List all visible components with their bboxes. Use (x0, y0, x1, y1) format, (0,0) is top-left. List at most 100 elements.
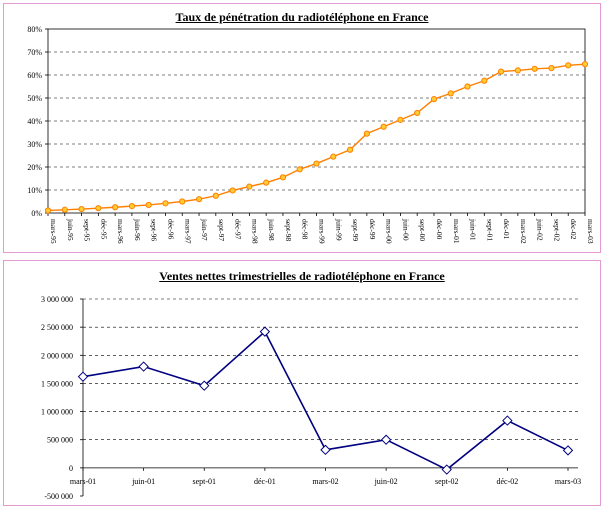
sales-chart-panel: Ventes nettes trimestrielles de radiotél… (3, 260, 601, 506)
penetration-chart-panel: Taux de pénétration du radiotéléphone en… (3, 3, 601, 253)
data-point (112, 204, 119, 211)
data-point (380, 123, 387, 130)
y-tick-label: -500 000 (44, 492, 73, 501)
data-point (562, 445, 574, 456)
data-point (441, 464, 452, 475)
x-tick-label: juin-02 (536, 218, 545, 241)
data-point (263, 179, 270, 186)
data-point (497, 68, 505, 75)
x-tick-label: mars-03 (586, 219, 595, 244)
y-tick-label: 60% (27, 71, 42, 80)
x-tick-label: mars-01 (452, 219, 461, 244)
x-tick-label: mars-02 (519, 219, 528, 244)
x-tick-label: déc-02 (569, 219, 578, 240)
data-point (464, 83, 471, 90)
data-point (229, 187, 236, 194)
y-tick-label: 2 000 000 (41, 351, 73, 360)
x-tick-label: déc-98 (301, 219, 310, 240)
data-point (246, 183, 253, 190)
data-point (313, 160, 320, 167)
x-tick-label: mars-01 (70, 477, 96, 486)
data-point (138, 361, 149, 372)
x-tick-label: sept-96 (150, 219, 159, 241)
x-tick-label: déc-96 (166, 219, 175, 240)
data-point (430, 96, 438, 103)
sales-chart-title: Ventes nettes trimestrielles de radiotél… (159, 269, 445, 283)
data-point (145, 201, 152, 209)
sales-chart: -500 000 0 500 000 1 000 000 1 500 000 2 000 … (41, 295, 581, 501)
data-point (320, 444, 331, 456)
y-tick-label: 0 (69, 464, 73, 473)
x-tick-label: déc-95 (99, 219, 108, 240)
data-point (296, 166, 303, 173)
x-tick-label: mars-96 (116, 219, 125, 244)
data-point (61, 206, 68, 213)
data-point (195, 196, 203, 203)
x-tick-label: mars-98 (250, 219, 259, 244)
x-tick-label: déc-97 (234, 219, 243, 240)
data-point (77, 371, 89, 382)
data-point (212, 192, 219, 199)
data-point (363, 130, 370, 137)
data-point (481, 77, 488, 84)
penetration-chart: 0% 10% 20% 30% 40% 50% 60% 70% 80% mars-95 juin-95… (27, 25, 595, 244)
data-point (279, 174, 287, 181)
y-tick-label: 0% (31, 209, 42, 218)
x-tick-label: déc-01 (502, 219, 511, 240)
data-point (330, 153, 337, 160)
y-tick-label: 500 000 (47, 436, 73, 445)
y-tick-label: 80% (27, 25, 42, 34)
data-point (259, 326, 271, 337)
x-tick-label: sept-00 (418, 219, 427, 241)
x-tick-label: juin-00 (401, 218, 410, 241)
x-tick-label: sept-95 (83, 219, 92, 241)
x-tick-label: juin-01 (469, 218, 478, 241)
data-point (447, 90, 454, 97)
x-tick-label: juin-95 (66, 218, 75, 241)
x-tick-label: déc-01 (254, 477, 276, 486)
x-tick-label: sept-01 (485, 219, 494, 241)
series-line (47, 63, 586, 212)
x-tick-label: sept-02 (552, 219, 561, 241)
y-tick-label: 20% (27, 163, 42, 172)
penetration-chart-title: Taux de pénétration du radiotéléphone en… (175, 10, 429, 24)
y-tick-label: 50% (27, 94, 42, 103)
data-point (581, 61, 589, 68)
data-point (346, 146, 354, 153)
y-tick-label: 1 500 000 (41, 379, 73, 388)
x-tick-label: sept-01 (192, 477, 216, 486)
x-tick-label: sept-99 (351, 219, 360, 241)
y-tick-label: 40% (27, 117, 42, 126)
x-tick-label: sept-98 (284, 219, 293, 241)
y-tick-label: 3 000 000 (41, 295, 73, 304)
data-point (531, 65, 538, 72)
x-tick-label: mars-97 (183, 219, 192, 244)
x-tick-label: déc-99 (368, 219, 377, 240)
x-tick-label: mars-95 (49, 219, 58, 244)
data-point (414, 109, 421, 117)
data-point (548, 65, 555, 72)
data-point (95, 205, 102, 212)
x-tick-label: juin-98 (267, 218, 276, 241)
x-tick-label: sept-02 (435, 477, 459, 486)
x-tick-label: sept-97 (217, 219, 226, 241)
y-tick-label: 2 500 000 (41, 323, 73, 332)
y-tick-label: 10% (27, 186, 42, 195)
data-point (179, 198, 186, 205)
x-tick-label: déc-02 (496, 477, 518, 486)
data-point (162, 200, 169, 207)
x-tick-label: mars-03 (555, 477, 581, 486)
data-point (380, 434, 392, 445)
y-tick-label: 30% (27, 140, 42, 149)
data-point (397, 116, 404, 123)
data-point (514, 67, 521, 74)
x-tick-label: juin-96 (133, 218, 142, 241)
data-point (502, 415, 513, 426)
y-tick-label: 1 000 000 (41, 408, 73, 417)
x-tick-label: déc-00 (435, 219, 444, 240)
x-tick-label: juin-99 (334, 218, 343, 241)
x-tick-label: juin-01 (131, 477, 155, 486)
data-point (44, 207, 52, 214)
x-tick-label: juin-02 (374, 477, 398, 486)
data-point (199, 380, 210, 391)
